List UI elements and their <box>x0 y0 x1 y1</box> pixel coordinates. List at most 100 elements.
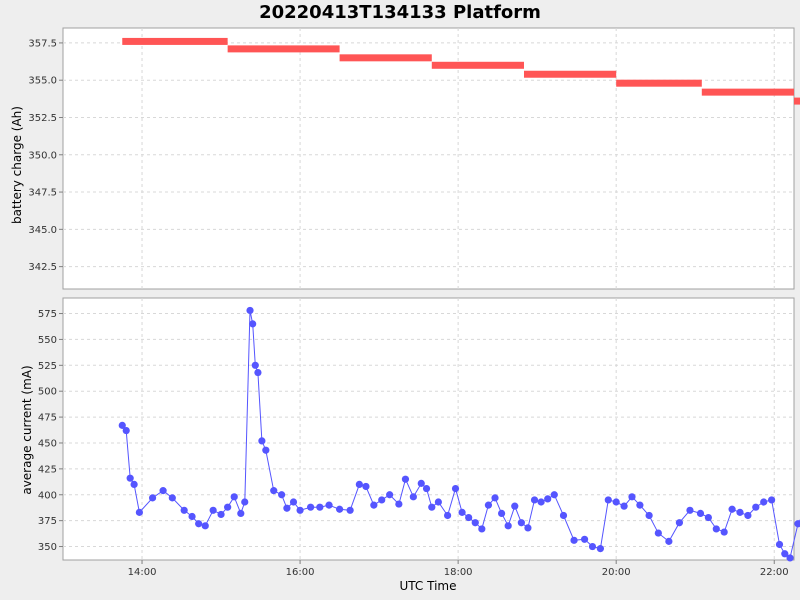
x-tick-label: 14:00 <box>128 567 157 578</box>
current-point <box>550 491 558 499</box>
current-point <box>570 536 578 544</box>
current-point <box>636 501 644 509</box>
current-point <box>471 519 479 527</box>
top-y-tick-label: 347.5 <box>28 188 57 199</box>
current-point <box>346 506 354 514</box>
current-point <box>720 528 728 536</box>
current-point <box>224 503 232 511</box>
bottom-y-tick-label: 575 <box>38 309 57 320</box>
current-point <box>620 502 628 510</box>
top-y-tick-label: 357.5 <box>28 38 57 49</box>
current-point <box>355 480 363 489</box>
current-point <box>307 503 315 511</box>
bottom-y-axis-label: average current (mA) <box>20 365 34 494</box>
current-point <box>686 506 694 514</box>
current-point <box>524 524 532 532</box>
current-point <box>775 540 784 549</box>
current-point <box>386 491 394 499</box>
current-point <box>180 506 188 514</box>
current-point <box>118 421 126 429</box>
current-point <box>752 503 760 511</box>
chart-title: 20220413T134133 Platform <box>259 2 541 23</box>
bottom-y-tick-label: 550 <box>38 335 57 346</box>
current-point <box>217 510 225 519</box>
charge-step-bar <box>794 97 800 105</box>
current-point <box>195 520 203 528</box>
current-point <box>628 493 636 501</box>
bottom-y-tick-label: 500 <box>38 387 57 398</box>
current-point <box>316 503 324 511</box>
x-tick-label: 20:00 <box>602 567 631 578</box>
current-point <box>712 525 720 533</box>
charge-step-bar <box>701 88 794 96</box>
current-point <box>786 554 794 562</box>
charge-step-bar <box>227 45 340 53</box>
charge-step-bar <box>616 79 702 87</box>
current-point <box>241 498 249 506</box>
current-point <box>645 511 653 520</box>
current-point <box>794 520 800 528</box>
current-point <box>249 320 257 328</box>
current-point <box>159 487 167 495</box>
bottom-y-tick-label: 400 <box>38 490 57 501</box>
current-point <box>544 495 552 503</box>
current-point <box>237 509 245 517</box>
bottom-y-tick-label: 525 <box>38 361 57 372</box>
current-point <box>465 513 473 522</box>
x-tick-label: 16:00 <box>286 567 315 578</box>
current-point <box>612 498 620 506</box>
current-point <box>458 508 466 516</box>
current-point <box>517 519 525 527</box>
bottom-y-ticks: 350 375 400 425 450 475 500 525 550 575 <box>38 309 63 553</box>
current-point <box>744 511 752 520</box>
current-point <box>781 550 789 558</box>
current-point <box>296 506 304 514</box>
current-point <box>665 537 673 545</box>
bottom-y-tick-label: 450 <box>38 438 57 449</box>
current-point <box>201 522 209 530</box>
current-point <box>122 426 130 435</box>
current-point <box>588 542 597 551</box>
current-point <box>126 474 134 482</box>
bottom-y-tick-label: 475 <box>38 413 57 424</box>
current-point <box>370 501 378 509</box>
current-point <box>362 482 370 491</box>
current-point <box>168 494 176 502</box>
current-point <box>409 493 417 501</box>
current-point <box>262 446 270 454</box>
current-point <box>559 511 568 520</box>
current-point <box>378 496 386 504</box>
current-point <box>434 498 442 506</box>
top-y-tick-label: 355.0 <box>28 76 57 87</box>
current-point <box>209 506 217 514</box>
bottom-plot-area <box>62 297 795 561</box>
current-point <box>478 525 486 533</box>
average-current-series <box>118 306 800 562</box>
current-point <box>604 496 612 504</box>
top-y-tick-label: 352.5 <box>28 113 57 124</box>
current-point <box>251 361 259 369</box>
current-point <box>428 503 436 511</box>
current-point <box>283 504 291 512</box>
current-point <box>395 500 403 508</box>
current-point <box>736 508 744 516</box>
current-point <box>254 368 262 377</box>
current-point <box>530 496 539 504</box>
charge-step-bar <box>431 61 524 69</box>
current-point <box>580 535 589 543</box>
current-point <box>704 513 712 522</box>
current-point <box>511 502 519 510</box>
current-point <box>596 545 604 553</box>
current-point <box>188 512 196 521</box>
x-tick-label: 22:00 <box>760 567 789 578</box>
x-axis-label: UTC Time <box>400 579 457 593</box>
charge-step-bar <box>122 37 228 45</box>
top-y-tick-label: 342.5 <box>28 262 57 273</box>
current-point <box>258 437 266 445</box>
current-point <box>422 484 431 493</box>
bottom-y-tick-label: 375 <box>38 516 57 527</box>
current-point <box>654 529 662 537</box>
current-point <box>148 494 157 502</box>
current-point <box>246 306 254 315</box>
